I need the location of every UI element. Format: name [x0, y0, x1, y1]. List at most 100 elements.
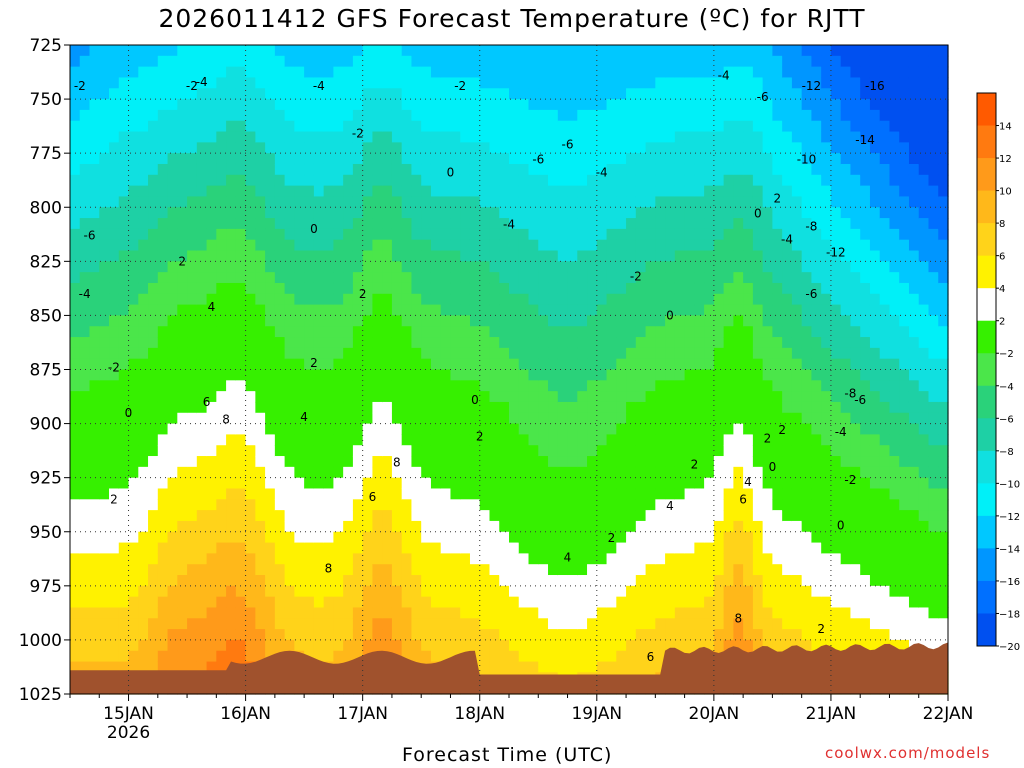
field-cell	[616, 456, 627, 468]
field-cell	[430, 347, 442, 360]
field-cell	[850, 55, 861, 68]
field-cell	[450, 109, 461, 122]
field-cell	[830, 282, 842, 295]
field-cell	[840, 434, 852, 446]
field-cell	[557, 391, 569, 403]
field-cell	[674, 55, 686, 68]
field-cell	[704, 639, 715, 652]
field-cell	[177, 564, 188, 576]
field-cell	[313, 142, 325, 154]
field-cell	[606, 629, 617, 641]
field-cell	[733, 153, 744, 165]
field-cell	[265, 423, 276, 435]
field-cell	[655, 66, 666, 79]
field-cell	[665, 553, 676, 565]
field-cell	[840, 445, 852, 457]
field-cell	[518, 196, 530, 208]
field-cell	[235, 401, 247, 414]
field-cell	[479, 423, 491, 435]
field-cell	[645, 553, 656, 565]
field-cell	[606, 261, 617, 273]
field-cell	[323, 207, 334, 219]
field-cell	[401, 218, 413, 230]
field-cell	[762, 456, 773, 468]
field-cell	[343, 639, 354, 652]
field-cell	[196, 391, 208, 403]
field-cell	[284, 109, 295, 122]
field-cell	[440, 326, 452, 338]
field-cell	[606, 88, 617, 100]
field-cell	[782, 304, 793, 317]
field-cell	[99, 293, 110, 306]
field-cell	[343, 293, 354, 306]
field-cell	[382, 239, 393, 252]
field-cell	[304, 261, 315, 273]
field-cell	[343, 185, 354, 198]
field-cell	[869, 185, 881, 198]
field-cell	[79, 401, 91, 414]
field-cell	[118, 120, 130, 133]
field-cell	[811, 401, 822, 414]
field-cell	[850, 250, 861, 262]
field-cell	[587, 142, 598, 154]
field-cell	[245, 488, 256, 500]
field-cell	[840, 564, 852, 576]
field-cell	[772, 55, 783, 68]
field-cell	[226, 423, 237, 435]
field-cell	[235, 337, 247, 349]
field-cell	[723, 282, 734, 295]
field-cell	[352, 477, 364, 490]
field-cell	[752, 629, 764, 641]
field-cell	[772, 120, 783, 133]
field-cell	[450, 66, 461, 79]
field-cell	[157, 45, 169, 57]
field-cell	[811, 131, 822, 143]
field-cell	[372, 380, 383, 392]
field-cell	[479, 661, 491, 673]
field-cell	[518, 531, 530, 544]
field-cell	[206, 239, 217, 252]
field-cell	[655, 239, 666, 252]
field-cell	[138, 142, 149, 154]
field-cell	[791, 239, 803, 252]
field-cell	[557, 510, 569, 522]
field-cell	[255, 542, 266, 554]
field-cell	[665, 466, 676, 479]
field-cell	[294, 120, 305, 133]
field-cell	[567, 510, 578, 522]
field-cell	[665, 477, 676, 490]
field-cell	[196, 369, 208, 381]
field-cell	[538, 272, 549, 284]
field-cell	[830, 477, 842, 490]
field-cell	[362, 564, 374, 576]
field-cell	[206, 575, 217, 587]
field-cell	[118, 488, 130, 500]
field-cell	[801, 185, 813, 198]
field-cell	[333, 596, 344, 609]
field-cell	[460, 553, 471, 565]
field-cell	[840, 575, 852, 587]
field-cell	[372, 456, 383, 468]
field-cell	[206, 650, 217, 663]
field-cell	[626, 337, 637, 349]
field-cell	[811, 607, 822, 619]
field-cell	[391, 99, 403, 111]
field-cell	[284, 315, 295, 327]
field-cell	[879, 153, 891, 165]
field-cell	[352, 163, 364, 176]
field-cell	[167, 347, 178, 360]
field-cell	[684, 553, 695, 565]
field-cell	[333, 55, 344, 68]
field-cell	[538, 77, 549, 89]
field-cell	[782, 401, 793, 414]
field-cell	[499, 380, 510, 392]
field-cell	[79, 99, 91, 111]
field-cell	[226, 639, 237, 652]
field-cell	[577, 564, 588, 576]
field-cell	[167, 391, 178, 403]
field-cell	[616, 445, 627, 457]
field-cell	[138, 326, 149, 338]
field-cell	[226, 488, 237, 500]
field-cell	[860, 531, 871, 544]
field-cell	[860, 639, 871, 652]
